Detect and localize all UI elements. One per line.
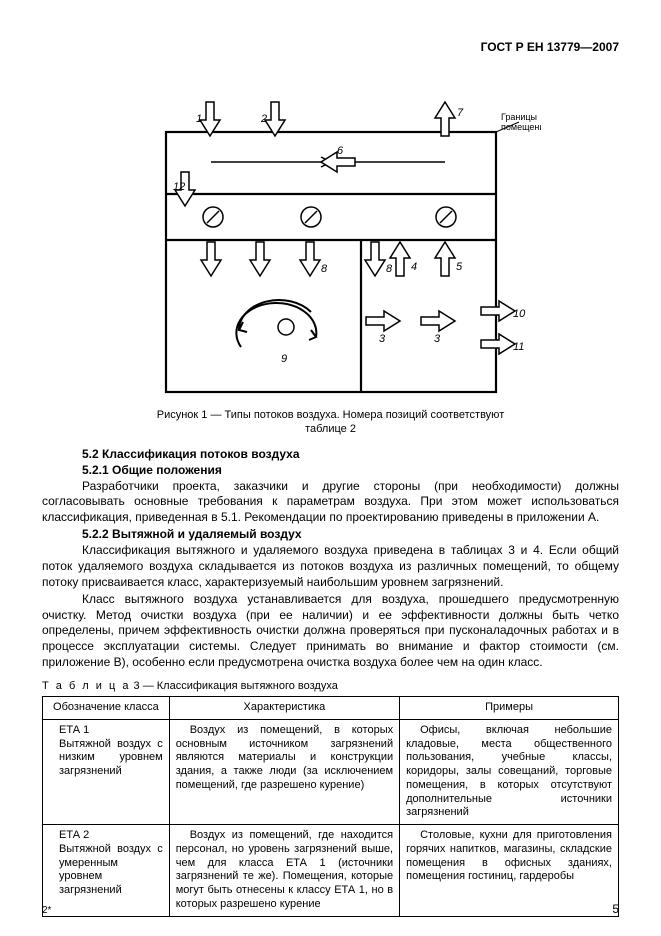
heading-5-2-1: 5.2.1 Общие положения [82,463,619,477]
paragraph-2: Классификация вытяжного и удаляемого воз… [42,543,619,590]
svg-text:8: 8 [321,263,328,275]
table-row: ЕТА 1 Вытяжной воздух с низким уровнем з… [43,719,619,824]
table-header: Примеры [400,697,619,720]
svg-text:7: 7 [457,107,464,119]
table-row: ЕТА 2 Вытяжной воздух с умеренным уровне… [43,825,619,917]
svg-text:4: 4 [411,261,417,273]
svg-text:8: 8 [386,263,393,275]
svg-text:10: 10 [513,308,526,320]
document-id: ГОСТ Р ЕН 13779—2007 [42,40,619,54]
svg-text:9: 9 [281,353,287,365]
svg-text:5: 5 [456,261,463,273]
table-3-title: Т а б л и ц а 3 — Классификация вытяжног… [42,680,619,692]
footer-left: 2* [42,905,51,916]
paragraph-1: Разработчики проекта, заказчики и другие… [42,479,619,526]
table-3: Обозначение класса Характеристика Пример… [42,696,619,917]
svg-text:помещения: помещения [501,122,541,132]
svg-text:11: 11 [513,341,524,353]
svg-text:1: 1 [196,113,202,125]
heading-5-2-2: 5.2.2 Вытяжной и удаляемый воздух [82,527,619,541]
heading-5-2: 5.2 Классификация потоков воздуха [82,447,619,461]
paragraph-3: Класс вытяжного воздуха устанавливается … [42,592,619,670]
svg-text:6: 6 [337,145,344,157]
figure-1: Границы помещения 1 2 7 6 12 [42,62,619,402]
svg-text:3: 3 [434,333,441,345]
figure-caption: Рисунок 1 — Типы потоков воздуха. Номера… [42,408,619,437]
table-header: Характеристика [169,697,399,720]
table-header: Обозначение класса [43,697,170,720]
page-number: 5 [612,902,619,916]
svg-text:3: 3 [379,333,386,345]
boundary-label: Границы [501,112,537,122]
svg-text:12: 12 [173,181,185,193]
svg-text:2: 2 [260,113,267,125]
